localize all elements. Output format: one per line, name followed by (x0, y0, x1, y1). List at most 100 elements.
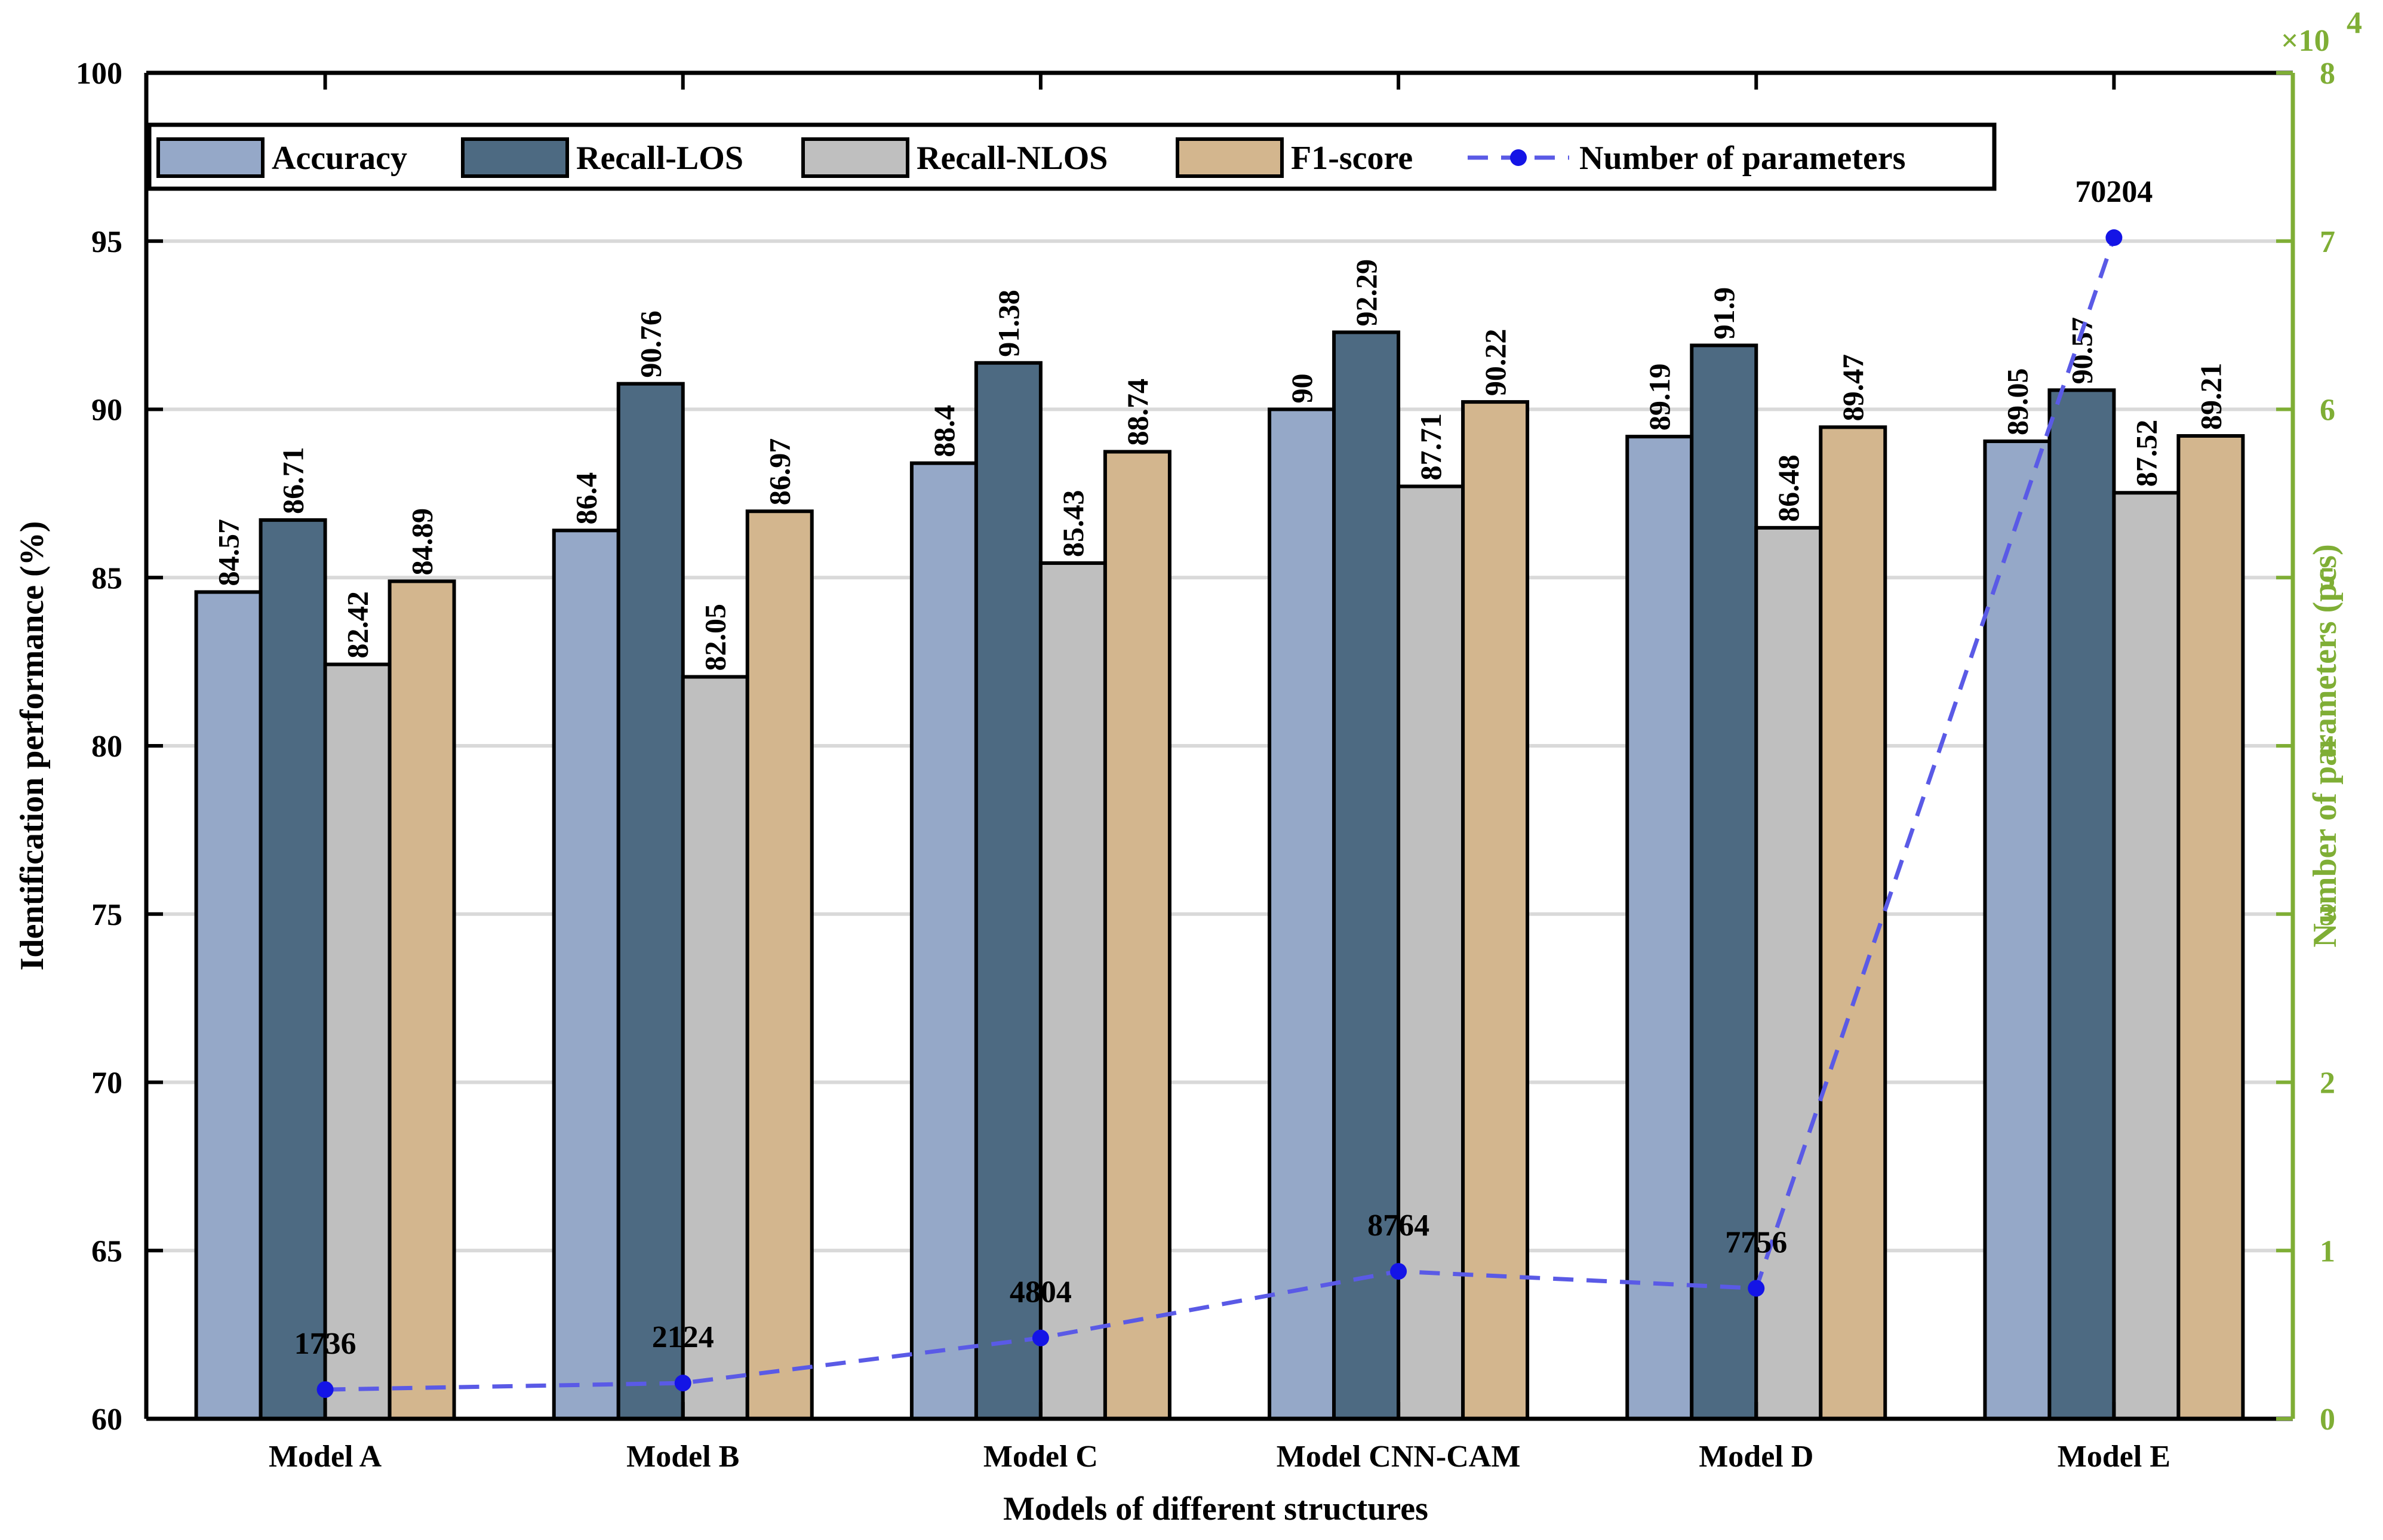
bar-value-label: 86.4 (570, 472, 603, 525)
x-axis-title: Models of different structures (1003, 1490, 1428, 1527)
bar-value-label: 91.38 (992, 290, 1025, 357)
bar-f1-score (388, 579, 456, 1421)
bar-value-label: 90.22 (1478, 329, 1512, 396)
bar-accuracy (909, 461, 978, 1421)
y-tick-label: 70 (91, 1066, 122, 1101)
bar-recall-los (616, 382, 685, 1421)
parameter-value-label: 2124 (652, 1320, 714, 1354)
axes: 60 65 70 75 80 85 90 95 100 0 1 2 3 4 5 6 7 8 Model A Model… (76, 57, 2335, 1474)
legend-label: Number of parameters (1579, 140, 1905, 177)
bar-f1-score (1461, 400, 1530, 1421)
bar-value-label: 90.76 (634, 311, 668, 378)
bar-accuracy (552, 528, 620, 1421)
bar-value-label: 86.97 (763, 438, 797, 506)
multiplier-exponent: 4 (2347, 6, 2362, 40)
x-tick-label: Model B (626, 1440, 739, 1474)
bar-recall-los (1332, 330, 1401, 1421)
y-tick-label: 80 (91, 730, 122, 764)
x-tick-label: Model A (269, 1440, 382, 1474)
legend-label: Recall-LOS (576, 140, 743, 177)
bar-value-label: 89.19 (1643, 364, 1676, 431)
bar-recall-nlos (1754, 525, 1823, 1421)
bar-value-label: 87.71 (1414, 413, 1447, 481)
legend-swatch (801, 137, 909, 178)
x-tick-label: Model CNN-CAM (1277, 1440, 1521, 1474)
right-tick-label: 2 (2320, 1066, 2335, 1101)
y-tick-label: 65 (91, 1234, 122, 1268)
bar-f1-score (2176, 434, 2245, 1421)
x-tick-label: Model E (2058, 1440, 2170, 1474)
x-tick-label: Model D (1699, 1440, 1813, 1474)
parameter-value-label: 7756 (1725, 1225, 1787, 1259)
bar-labels: 84.57 86.71 82.42 84.89 86.4 90.76 82.05 86.97 8… (212, 259, 2228, 671)
parameter-line: 1736 2124 4804 8764 7756 70204 (294, 175, 2153, 1398)
bar-value-label: 91.9 (1707, 287, 1741, 340)
bar-value-label: 87.52 (2129, 420, 2163, 487)
bar-value-label: 90 (1285, 374, 1318, 404)
bars (194, 330, 2245, 1421)
right-tick-label: 4 (2320, 730, 2335, 764)
bar-value-label: 85.43 (1056, 490, 1090, 558)
parameter-marker (1390, 1263, 1407, 1280)
bar-recall-nlos (323, 662, 392, 1421)
legend-line-marker (1510, 149, 1527, 166)
bar-value-label: 89.21 (2194, 363, 2227, 431)
y-tick-label: 75 (91, 898, 122, 932)
parameter-marker (2105, 229, 2123, 247)
y-axis-title: Identification performance (%) (14, 521, 51, 971)
right-tick-label: 3 (2320, 898, 2335, 932)
legend: Accuracy Recall-LOS Recall-NLOS F1-score Num… (147, 122, 1997, 191)
bar-recall-los (259, 518, 327, 1421)
bar-accuracy (194, 590, 263, 1421)
bar-f1-score (1819, 425, 1887, 1421)
bar-recall-nlos (681, 675, 749, 1421)
parameter-marker (316, 1381, 334, 1398)
bar-accuracy (1983, 439, 2052, 1421)
right-tick-label: 5 (2320, 561, 2335, 595)
bar-value-label: 86.48 (1772, 454, 1805, 522)
y-tick-label: 60 (91, 1403, 122, 1437)
bar-value-label: 82.05 (699, 604, 732, 671)
bar-recall-los (1690, 343, 1758, 1421)
bar-f1-score (745, 509, 814, 1421)
y-tick-label: 95 (91, 225, 122, 259)
parameter-marker (1032, 1329, 1049, 1347)
x-tick-label: Model C (983, 1440, 1098, 1474)
right-axis-title: Number of parameters (pcs) (2307, 544, 2344, 947)
parameter-value-label: 4804 (1010, 1275, 1072, 1310)
legend-label: F1-score (1291, 140, 1413, 177)
legend-swatch (156, 137, 265, 178)
grid-lines (146, 239, 2293, 1253)
y-tick-label: 90 (91, 394, 122, 428)
right-tick-label: 6 (2320, 394, 2335, 428)
right-tick-label: 0 (2320, 1403, 2335, 1437)
right-tick-label: 8 (2320, 57, 2335, 91)
bar-value-label: 84.57 (212, 519, 245, 586)
y-tick-label: 85 (91, 561, 122, 595)
bar-value-label: 86.71 (276, 447, 310, 514)
bar-value-label: 82.42 (341, 591, 374, 659)
parameter-value-label: 70204 (2075, 175, 2153, 209)
bar-recall-nlos (1397, 484, 1465, 1421)
bar-recall-los (2047, 388, 2116, 1421)
parameter-value-label: 1736 (294, 1327, 356, 1361)
y-tick-label: 100 (76, 57, 122, 91)
legend-swatch (1176, 137, 1284, 178)
bar-accuracy (1268, 407, 1336, 1421)
legend-swatch (461, 137, 569, 178)
bar-value-label: 88.74 (1121, 379, 1154, 446)
bar-f1-score (1103, 450, 1171, 1421)
parameter-marker (674, 1375, 691, 1392)
right-tick-label: 7 (2320, 225, 2335, 259)
bar-value-label: 84.89 (405, 508, 439, 576)
bar-value-label: 89.05 (2000, 368, 2034, 436)
bar-recall-los (974, 361, 1043, 1421)
parameter-marker (1748, 1280, 1765, 1297)
parameter-value-label: 8764 (1367, 1209, 1429, 1243)
multiplier-base: ×10 (2281, 24, 2330, 58)
legend-label: Accuracy (272, 140, 407, 177)
bar-recall-nlos (2112, 491, 2181, 1421)
bar-accuracy (1625, 435, 1694, 1421)
right-axis-multiplier: ×10 4 (2281, 6, 2362, 58)
